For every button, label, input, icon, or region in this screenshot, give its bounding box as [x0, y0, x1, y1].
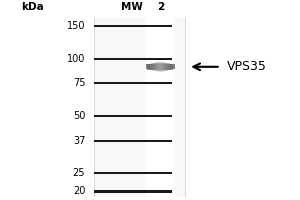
- Text: 75: 75: [73, 78, 85, 88]
- Bar: [94, 25, 172, 27]
- Bar: [146, 64, 175, 69]
- Bar: [94, 140, 172, 142]
- Text: 20: 20: [73, 186, 85, 196]
- Bar: [153, 63, 168, 71]
- Bar: [94, 172, 172, 174]
- Bar: [151, 63, 169, 70]
- Bar: [94, 190, 172, 193]
- Text: VPS35: VPS35: [226, 60, 266, 73]
- Bar: [149, 64, 171, 70]
- Text: 2: 2: [157, 2, 164, 12]
- Text: 37: 37: [73, 136, 85, 146]
- Bar: [94, 115, 172, 117]
- Bar: [157, 62, 164, 72]
- Text: 25: 25: [73, 168, 85, 178]
- Text: 50: 50: [73, 111, 85, 121]
- Text: 100: 100: [67, 54, 85, 64]
- Bar: [94, 14, 185, 200]
- Bar: [146, 14, 175, 200]
- Bar: [155, 62, 166, 71]
- Bar: [94, 82, 172, 84]
- Text: kDa: kDa: [21, 2, 44, 12]
- Bar: [158, 62, 162, 72]
- Text: 150: 150: [67, 21, 85, 31]
- Bar: [94, 58, 172, 60]
- Text: MW: MW: [122, 2, 143, 12]
- Bar: [147, 64, 173, 70]
